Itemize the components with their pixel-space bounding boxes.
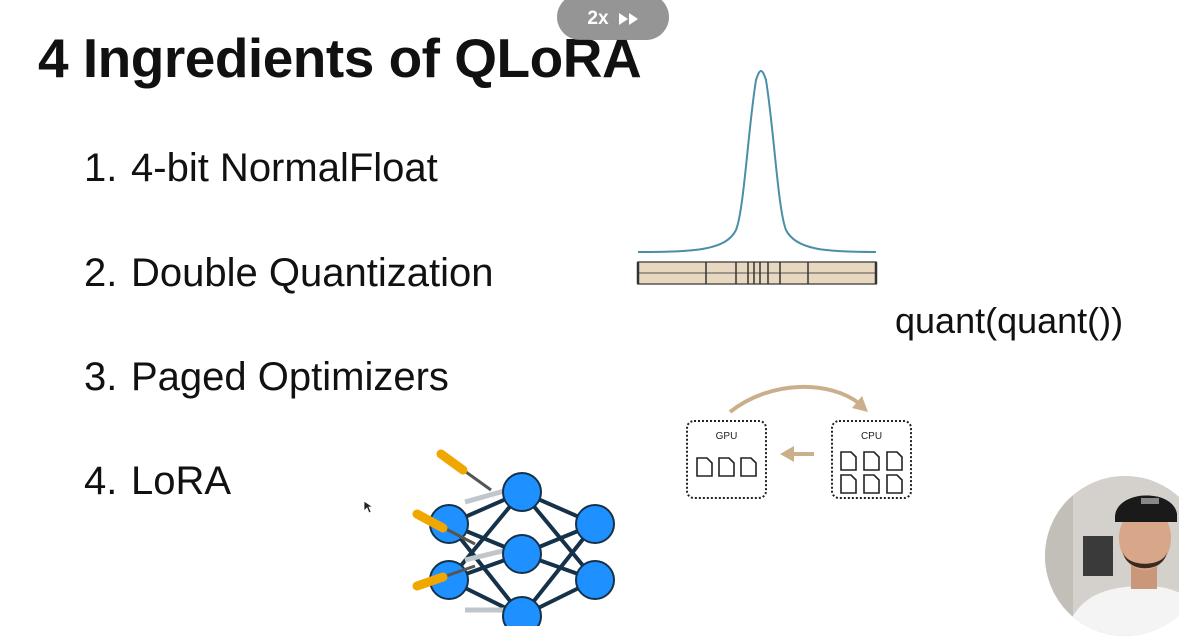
- gpu-pages: [696, 457, 757, 477]
- slide-title: 4 Ingredients of QLoRA: [38, 27, 642, 89]
- list-text: 4-bit NormalFloat: [131, 146, 438, 190]
- mouse-cursor-icon: [363, 500, 373, 514]
- screwdriver-icon: [412, 564, 476, 591]
- playback-speed-button[interactable]: 2x: [557, 0, 669, 40]
- list-item: 4. LoRA: [84, 459, 231, 504]
- gpu-label: GPU: [715, 431, 738, 442]
- lora-network-illustration: [412, 449, 615, 626]
- list-text: Paged Optimizers: [131, 355, 449, 399]
- network-nodes: [429, 472, 615, 626]
- presenter-webcam: [1045, 476, 1179, 636]
- list-number: 1.: [84, 146, 118, 190]
- double-quant-label: quant(quant()): [895, 300, 1124, 341]
- network-node: [502, 596, 542, 626]
- list-item: 1. 4-bit NormalFloat: [84, 146, 438, 191]
- network-node: [502, 472, 542, 512]
- list-number: 2.: [84, 251, 118, 295]
- normal-distribution-curve: [637, 70, 877, 253]
- list-text: LoRA: [131, 459, 232, 503]
- speed-label: 2x: [587, 8, 609, 29]
- screwdriver-icon: [436, 449, 492, 492]
- list-text: Double Quantization: [131, 251, 494, 295]
- cpu-pages: [840, 451, 903, 494]
- list-number: 3.: [84, 355, 118, 399]
- presenter-avatar: [1045, 476, 1179, 636]
- screwdriver-icon: [412, 509, 476, 546]
- quantization-bins-bar: [636, 261, 878, 285]
- list-item: 2. Double Quantization: [84, 251, 493, 296]
- network-node: [575, 560, 615, 600]
- page-back-arrow: [780, 446, 814, 462]
- normalfloat-illustration: [636, 70, 878, 285]
- cpu-memory-box: CPU: [831, 420, 912, 499]
- list-number: 4.: [84, 459, 118, 503]
- fast-forward-icon: [618, 13, 638, 25]
- gpu-memory-box: GPU: [686, 420, 767, 499]
- network-node: [502, 534, 542, 574]
- network-node: [575, 504, 615, 544]
- cpu-label: CPU: [860, 431, 883, 442]
- offload-arrow: [728, 384, 868, 414]
- list-item: 3. Paged Optimizers: [84, 355, 449, 400]
